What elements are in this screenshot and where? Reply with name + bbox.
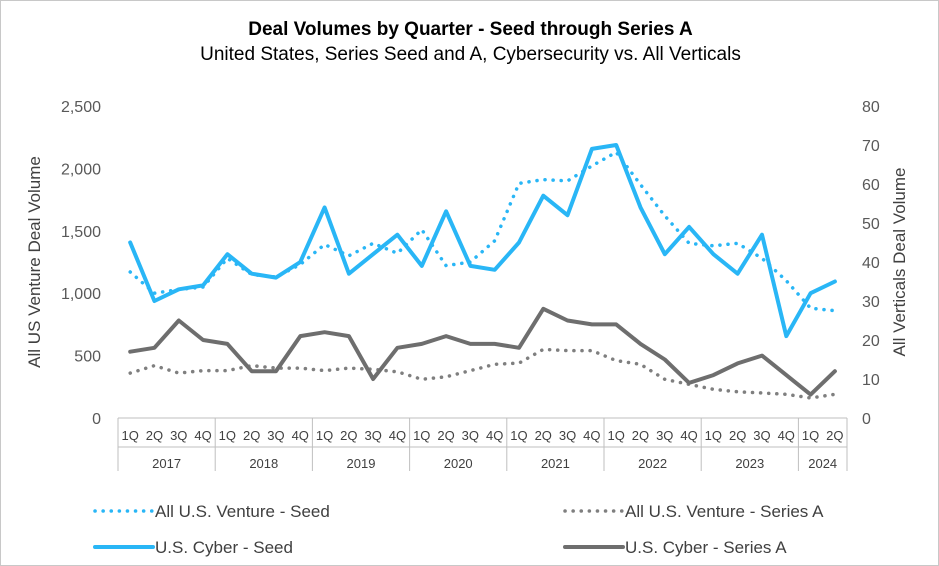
x-tick-label: 2Q — [632, 428, 649, 443]
x-tick-label: 1Q — [607, 428, 624, 443]
x-year-label: 2024 — [808, 456, 837, 471]
x-tick-label: 4Q — [583, 428, 600, 443]
y-axis-right-label: All Verticals Deal Volume — [890, 168, 909, 357]
y-axis-left-label: All US Venture Deal Volume — [25, 156, 44, 368]
series-line-0 — [128, 150, 837, 313]
x-tick-label: 4Q — [486, 428, 503, 443]
x-tick-label: 1Q — [413, 428, 430, 443]
y-tick-right: 80 — [862, 99, 880, 116]
chart-title: Deal Volumes by Quarter - Seed through S… — [248, 19, 693, 40]
y-tick-left: 2,000 — [61, 161, 101, 178]
chart-subtitle: United States, Series Seed and A, Cybers… — [200, 44, 741, 65]
x-tick-label: 2Q — [729, 428, 746, 443]
x-tick-label: 1Q — [219, 428, 236, 443]
y-tick-right: 10 — [862, 372, 880, 389]
x-tick-label: 1Q — [121, 428, 138, 443]
x-year-label: 2022 — [638, 456, 667, 471]
y-tick-right: 60 — [862, 177, 880, 194]
y-tick-left: 1,000 — [61, 286, 101, 303]
x-tick-label: 3Q — [364, 428, 381, 443]
x-tick-label: 2Q — [437, 428, 454, 443]
x-tick-label: 4Q — [778, 428, 795, 443]
x-tick-label: 3Q — [753, 428, 770, 443]
x-tick-label: 4Q — [389, 428, 406, 443]
y-tick-left: 500 — [74, 349, 101, 366]
x-year-label: 2020 — [444, 456, 473, 471]
x-tick-label: 1Q — [705, 428, 722, 443]
x-year-label: 2021 — [541, 456, 570, 471]
legend-label-3: U.S. Cyber - Series A — [625, 538, 787, 557]
x-tick-label: 1Q — [510, 428, 527, 443]
x-tick-label: 2Q — [826, 428, 843, 443]
x-tick-label: 3Q — [170, 428, 187, 443]
x-tick-label: 1Q — [316, 428, 333, 443]
x-tick-label: 3Q — [267, 428, 284, 443]
legend-label-2: U.S. Cyber - Seed — [155, 538, 293, 557]
x-tick-label: 3Q — [559, 428, 576, 443]
x-year-label: 2023 — [735, 456, 764, 471]
x-year-label: 2017 — [152, 456, 181, 471]
x-year-label: 2018 — [249, 456, 278, 471]
y-tick-left: 1,500 — [61, 224, 101, 241]
x-tick-label: 2Q — [243, 428, 260, 443]
x-tick-label: 2Q — [340, 428, 357, 443]
x-tick-label: 2Q — [146, 428, 163, 443]
x-tick-label: 1Q — [802, 428, 819, 443]
series-line-2 — [128, 143, 837, 339]
y-tick-right: 50 — [862, 216, 880, 233]
y-tick-right: 40 — [862, 255, 880, 272]
legend-label-0: All U.S. Venture - Seed — [155, 502, 330, 521]
x-year-label: 2019 — [347, 456, 376, 471]
y-tick-right: 30 — [862, 294, 880, 311]
series-line-3 — [128, 306, 837, 397]
series-line-1 — [128, 347, 837, 400]
legend-label-1: All U.S. Venture - Series A — [625, 502, 824, 521]
x-tick-label: 2Q — [535, 428, 552, 443]
y-tick-right: 0 — [862, 411, 871, 428]
x-tick-label: 4Q — [680, 428, 697, 443]
y-tick-right: 20 — [862, 333, 880, 350]
y-tick-right: 70 — [862, 138, 880, 155]
x-tick-label: 3Q — [462, 428, 479, 443]
y-tick-left: 0 — [92, 411, 101, 428]
x-tick-label: 3Q — [656, 428, 673, 443]
y-tick-left: 2,500 — [61, 99, 101, 116]
x-tick-label: 4Q — [292, 428, 309, 443]
x-tick-label: 4Q — [194, 428, 211, 443]
